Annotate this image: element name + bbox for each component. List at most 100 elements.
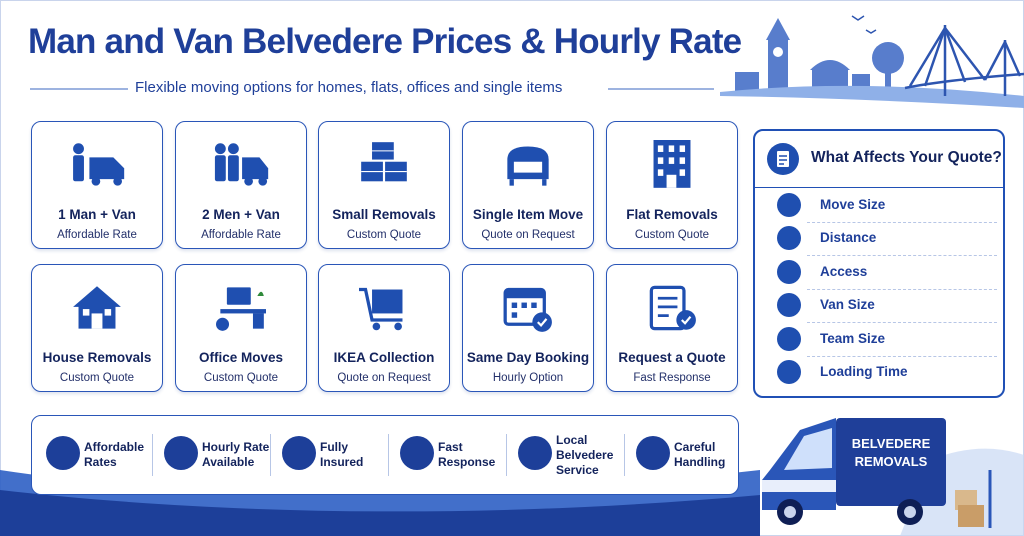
feature-line: Rates [84, 455, 117, 469]
service-subtitle: Affordable Rate [57, 229, 137, 241]
service-subtitle: Custom Quote [346, 229, 422, 241]
feature-icon [46, 436, 80, 470]
quote-panel: What Affects Your Quote? Move Size Distan… [753, 129, 1005, 398]
feature-line: Response [438, 455, 496, 469]
service-card: Single Item Move Quote on Request [462, 121, 594, 249]
rule [30, 88, 128, 90]
service-icon [73, 286, 121, 329]
feature-icon [518, 436, 552, 470]
subtitle: Flexible moving options for homes, flats… [135, 79, 563, 96]
service-title: 1 Man + Van [58, 207, 136, 222]
service-card: Office Moves Custom Quote [175, 264, 307, 392]
feature-icon [636, 436, 670, 470]
service-icon [649, 285, 696, 331]
service-icon [73, 143, 125, 186]
separator [506, 434, 507, 476]
feature-line: Local [556, 432, 588, 447]
service-title: Same Day Booking [466, 350, 590, 365]
service-subtitle: Custom Quote [59, 372, 135, 384]
feature-text: Affordable Rates [84, 440, 144, 470]
factor-label: Van Size [820, 297, 875, 313]
service-card: Small Removals Custom Quote [318, 121, 450, 249]
factor-icon [777, 193, 801, 217]
factor-icon [777, 360, 801, 384]
feature-icon [282, 436, 316, 470]
factor-label: Team Size [820, 330, 886, 346]
feature-line: Careful [674, 440, 716, 454]
rule [608, 88, 714, 90]
separator [388, 434, 389, 476]
service-subtitle: Hourly Option [492, 372, 564, 384]
service-title: 2 Men + Van [202, 207, 280, 222]
service-title: Single Item Move [472, 207, 584, 222]
panel-header: What Affects Your Quote? [755, 131, 1003, 188]
factor-icon [777, 259, 801, 284]
feature-icon [164, 436, 198, 470]
feature-line: Service [556, 462, 599, 477]
feature-text: Local Belvedere Service [556, 433, 613, 478]
separator [270, 434, 271, 476]
service-title: IKEA Collection [333, 350, 435, 365]
factor-icon [777, 293, 801, 318]
feature-line: Affordable [84, 440, 144, 454]
service-icon [361, 142, 407, 182]
feature-line: Available [202, 455, 255, 469]
van-text: REMOVALS [855, 454, 928, 469]
service-icon [216, 287, 266, 331]
service-icon [507, 146, 549, 186]
service-title: Office Moves [198, 350, 284, 365]
service-card: Request a Quote Fast Response [606, 264, 738, 392]
title: Man and Van Belvedere Prices & Hourly Ra… [28, 22, 742, 61]
factor-icon [777, 226, 801, 251]
service-icon [359, 287, 403, 331]
service-subtitle: Quote on Request [337, 372, 431, 384]
factor-icon [777, 326, 801, 351]
factor-label: Loading Time [820, 364, 908, 379]
panel-icon [767, 143, 799, 175]
service-icon [214, 143, 269, 186]
service-subtitle: Quote on Request [481, 229, 575, 241]
feature-line: Belvedere [556, 447, 614, 462]
service-card: Same Day Booking Hourly Option [462, 264, 594, 392]
service-icon [503, 287, 552, 332]
feature-line: Insured [320, 455, 364, 469]
feature-line: Fully [320, 440, 349, 454]
separator [624, 434, 625, 476]
service-subtitle: Custom Quote [634, 229, 710, 241]
service-title: Request a Quote [618, 350, 726, 365]
service-card: House Removals Custom Quote [31, 264, 163, 392]
feature-icon [400, 436, 434, 470]
feature-text: Hourly Rate Available [202, 440, 269, 470]
factor-rule [807, 322, 997, 324]
feature-line: Handling [674, 455, 726, 469]
factor-label: Access [820, 263, 868, 279]
service-title: Small Removals [332, 207, 436, 222]
feature-text: Fully Insured [320, 440, 363, 470]
service-card: IKEA Collection Quote on Request [318, 264, 450, 392]
factor-rule [807, 288, 997, 290]
panel-title: What Affects Your Quote? [811, 149, 1002, 166]
service-card: 2 Men + Van Affordable Rate [175, 121, 307, 249]
factor-rule [807, 355, 997, 357]
service-subtitle: Fast Response [633, 372, 711, 384]
service-title: House Removals [42, 350, 152, 365]
service-icon [653, 140, 691, 188]
service-card: 1 Man + Van Affordable Rate [31, 121, 163, 249]
van-text: BELVEDERE [852, 436, 931, 451]
service-subtitle: Affordable Rate [201, 229, 281, 241]
factor-rule [807, 255, 997, 257]
separator [152, 434, 153, 476]
service-subtitle: Custom Quote [203, 372, 279, 384]
feature-line: Hourly Rate [202, 440, 270, 454]
feature-line: Fast [438, 440, 463, 454]
factor-label: Move Size [820, 197, 886, 212]
factor-rule [807, 222, 997, 223]
feature-text: Careful Handling [674, 440, 725, 470]
feature-text: Fast Response [438, 440, 495, 470]
feature-bar: Affordable Rates Hourly Rate Available Fully… [31, 415, 739, 495]
factor-label: Distance [820, 230, 877, 246]
service-title: Flat Removals [626, 207, 718, 222]
service-card: Flat Removals Custom Quote [606, 121, 738, 249]
